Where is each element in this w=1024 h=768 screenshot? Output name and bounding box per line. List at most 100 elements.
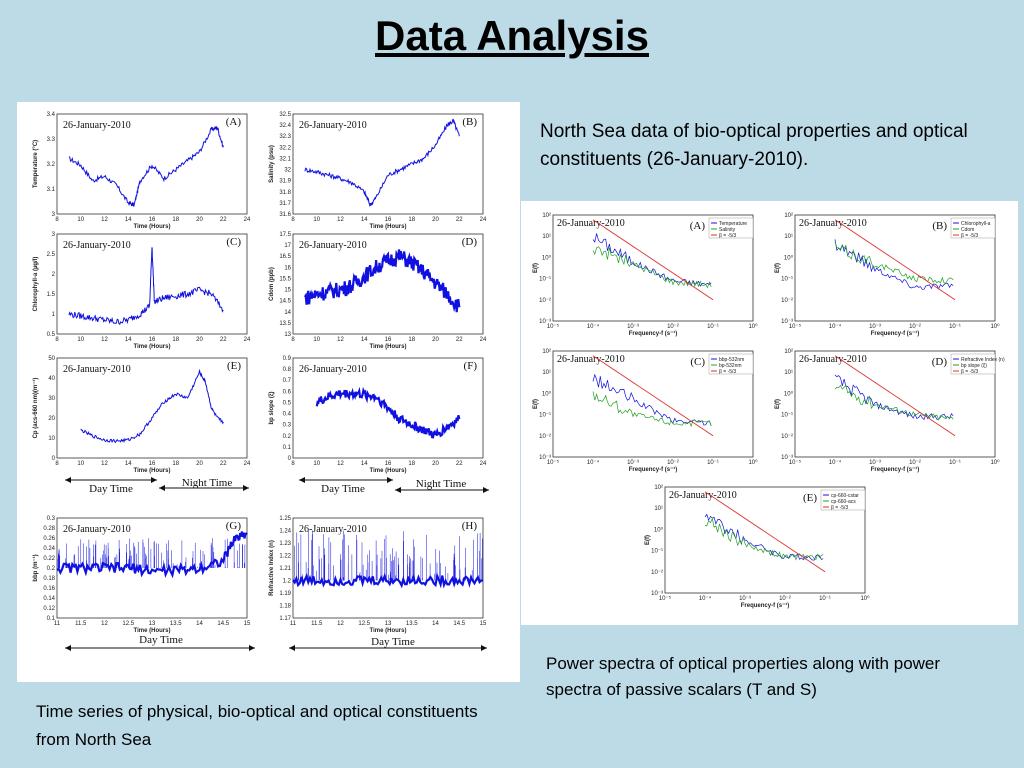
y-tick-label: 10⁰	[654, 526, 664, 533]
x-axis-label: Time (Hours)	[134, 224, 171, 230]
x-tick-label: 12	[337, 217, 344, 223]
y-tick-label: 13.5	[279, 321, 291, 327]
x-tick-label: 8	[291, 461, 295, 467]
y-tick-label: 15	[284, 288, 291, 294]
data-series-line	[68, 126, 224, 207]
y-tick-label: 0.1	[47, 616, 56, 622]
x-tick-label: 24	[244, 461, 251, 467]
x-tick-label: 12	[101, 217, 108, 223]
x-tick-label: 24	[480, 337, 487, 343]
plot-frame	[56, 233, 248, 335]
time-series-panel: 8 10 12 14 16 18 20 22 24 3 3.1 3.2 3.3 3.4 Time (Hour…	[17, 102, 520, 682]
y-axis-label: Cdom (ppb)	[269, 267, 275, 301]
x-tick-label: 12	[337, 461, 344, 467]
legend-box	[708, 217, 754, 239]
y-tick-label: 17	[284, 243, 291, 249]
x-tick-label: 22	[456, 217, 463, 223]
x-tick-label: 22	[456, 461, 463, 467]
x-tick-label: 14	[125, 217, 132, 223]
chart-panel-label: (D)	[932, 356, 948, 368]
chart-date-title: 26-January-2010	[63, 524, 131, 535]
fit-line	[592, 355, 714, 437]
chart-date-title: 26-January-2010	[799, 218, 867, 229]
spectrum-chart-4: 10⁻⁵ 10⁻⁴ 10⁻³ 10⁻² 10⁻¹ 10⁰ 10⁻³ 10⁻² 10⁻¹ 10⁰ 10…	[775, 349, 1005, 473]
x-tick-label: 14	[361, 217, 368, 223]
chart-date-title: 26-January-2010	[557, 218, 625, 229]
x-tick-label: 16	[385, 337, 392, 343]
y-tick-label: 40	[48, 376, 55, 382]
x-tick-label: 10⁻¹	[819, 596, 831, 602]
x-tick-label: 10⁻⁴	[587, 323, 600, 330]
y-axis-label: E(f)	[533, 399, 539, 409]
x-tick-label: 11.5	[75, 621, 87, 627]
x-tick-label: 10⁰	[860, 595, 870, 602]
spectrum-chart-2: 10⁻⁵ 10⁻⁴ 10⁻³ 10⁻² 10⁻¹ 10⁰ 10⁻³ 10⁻² 10⁻¹ 10⁰ 10…	[775, 213, 1000, 337]
y-axis-label: Salinity (psu)	[269, 145, 275, 183]
arrow-head-left	[299, 477, 305, 483]
x-tick-label: 22	[456, 337, 463, 343]
y-tick-label: 10⁰	[784, 254, 794, 261]
y-tick-label: 0.3	[283, 423, 292, 429]
chart-panel-label: (G)	[226, 520, 242, 532]
y-tick-label: 32.5	[279, 112, 291, 118]
y-tick-label: 16	[284, 265, 291, 271]
x-tick-label: 22	[220, 217, 227, 223]
time-series-chart-1: 8 10 12 14 16 18 20 22 24 3 3.1 3.2 3.3 3.4 Time (Hour…	[33, 112, 251, 230]
x-axis-label: Frequency-f (s⁻¹)	[871, 330, 920, 337]
time-series-chart-8: 11 11.5 12 12.5 13 13.5 14 14.5 15 1.17 1.18 1.19 1.…	[269, 516, 487, 634]
x-tick-label: 10⁻⁴	[829, 459, 842, 466]
legend-entry: β = -5/3	[719, 369, 736, 375]
y-tick-label: 14	[284, 310, 291, 316]
x-tick-label: 10⁻⁵	[789, 459, 802, 466]
x-tick-label: 8	[55, 461, 59, 467]
y-tick-label: 0.5	[47, 332, 56, 338]
x-tick-label: 24	[480, 461, 487, 467]
spectrum-series-line	[592, 373, 712, 427]
y-tick-label: 10¹	[542, 234, 551, 240]
legend-entry: Cdom	[961, 227, 974, 233]
fit-line	[592, 219, 714, 301]
x-axis-label: Frequency-f (s⁻¹)	[629, 330, 678, 337]
data-series-line	[56, 531, 248, 579]
x-tick-label: 13	[149, 621, 156, 627]
x-tick-label: 20	[432, 217, 439, 223]
y-tick-label: 0.2	[47, 566, 56, 572]
y-axis-label: E(f)	[533, 263, 539, 273]
chart-panel-label: (F)	[464, 360, 478, 372]
spectrum-series-line	[834, 384, 954, 421]
x-tick-label: 10⁻³	[739, 596, 751, 602]
chart-panel-label: (H)	[462, 520, 478, 532]
y-tick-label: 10⁻¹	[781, 277, 793, 283]
y-tick-label: 10⁻¹	[539, 413, 551, 419]
y-tick-label: 10⁻²	[781, 298, 793, 304]
x-tick-label: 24	[480, 217, 487, 223]
legend-entry: β = -5/3	[831, 505, 848, 511]
y-tick-label: 3.1	[47, 187, 56, 193]
x-tick-label: 13.5	[170, 621, 182, 627]
arrow-head-right	[151, 477, 157, 483]
x-tick-label: 10	[313, 217, 320, 223]
y-tick-label: 10²	[784, 349, 793, 355]
y-tick-label: 31.9	[279, 179, 291, 185]
y-tick-label: 0.26	[43, 536, 55, 542]
plot-frame	[56, 113, 248, 215]
y-tick-label: 0.24	[43, 546, 55, 552]
chart-panel-label: (B)	[932, 220, 947, 232]
chart-panel-label: (B)	[462, 116, 477, 128]
y-tick-label: 1.5	[47, 292, 56, 298]
y-tick-label: 13	[284, 332, 291, 338]
y-tick-label: 32.4	[279, 123, 291, 129]
x-tick-label: 20	[196, 217, 203, 223]
y-tick-label: 10⁻²	[781, 434, 793, 440]
arrow-head-right	[481, 645, 487, 651]
x-tick-label: 10⁻²	[667, 460, 679, 466]
y-tick-label: 2.5	[47, 252, 56, 258]
y-tick-label: 1.18	[279, 604, 291, 610]
x-tick-label: 15	[244, 621, 251, 627]
x-tick-label: 12	[101, 461, 108, 467]
y-tick-label: 32.3	[279, 134, 291, 140]
y-tick-label: 10¹	[784, 234, 793, 240]
x-tick-label: 16	[385, 461, 392, 467]
x-tick-label: 10⁻¹	[949, 460, 961, 466]
legend-box	[820, 489, 866, 511]
